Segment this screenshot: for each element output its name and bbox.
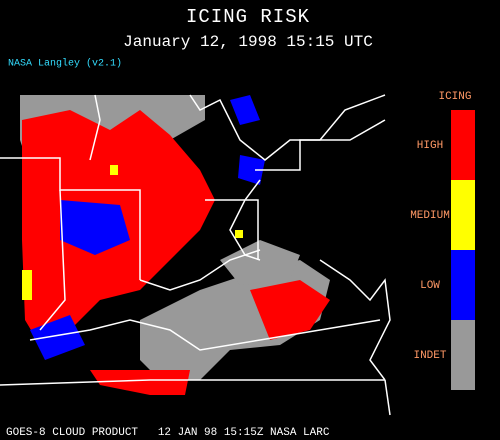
- low-area: [238, 155, 265, 185]
- border: [29, 319, 381, 351]
- legend-swatch: [451, 110, 475, 180]
- coastline: [189, 94, 386, 161]
- medium-area: [110, 165, 118, 175]
- border: [39, 189, 66, 331]
- legend-swatch: [451, 320, 475, 390]
- legend-swatch: [451, 180, 475, 250]
- legend-swatch: [451, 250, 475, 320]
- legend-label: INDET: [413, 350, 446, 362]
- high-area: [90, 370, 190, 395]
- indet-area: [220, 240, 300, 285]
- legend-label: MEDIUM: [410, 210, 450, 222]
- map: [0, 94, 391, 416]
- footer: GOES-8 CLOUD PRODUCT 12 JAN 98 15:15Z NA…: [6, 427, 330, 439]
- border: [205, 199, 259, 260]
- low-area: [230, 95, 260, 125]
- legend-label: LOW: [420, 280, 440, 292]
- coastline: [229, 179, 261, 261]
- coastline: [319, 259, 391, 381]
- border: [0, 379, 385, 386]
- medium-area: [22, 270, 32, 300]
- high-area: [250, 280, 330, 340]
- title: ICING RISK: [186, 6, 310, 28]
- low-area: [60, 200, 130, 255]
- medium-area: [235, 230, 243, 238]
- border: [384, 379, 391, 416]
- border: [89, 94, 101, 161]
- legend-title: ICING: [438, 91, 471, 103]
- legend: ICING HIGH MEDIUM LOW INDET: [410, 91, 475, 390]
- border: [139, 249, 261, 291]
- legend-label: HIGH: [417, 140, 443, 152]
- subtitle: January 12, 1998 15:15 UTC: [123, 33, 373, 51]
- credit: NASA Langley (v2.1): [8, 58, 122, 70]
